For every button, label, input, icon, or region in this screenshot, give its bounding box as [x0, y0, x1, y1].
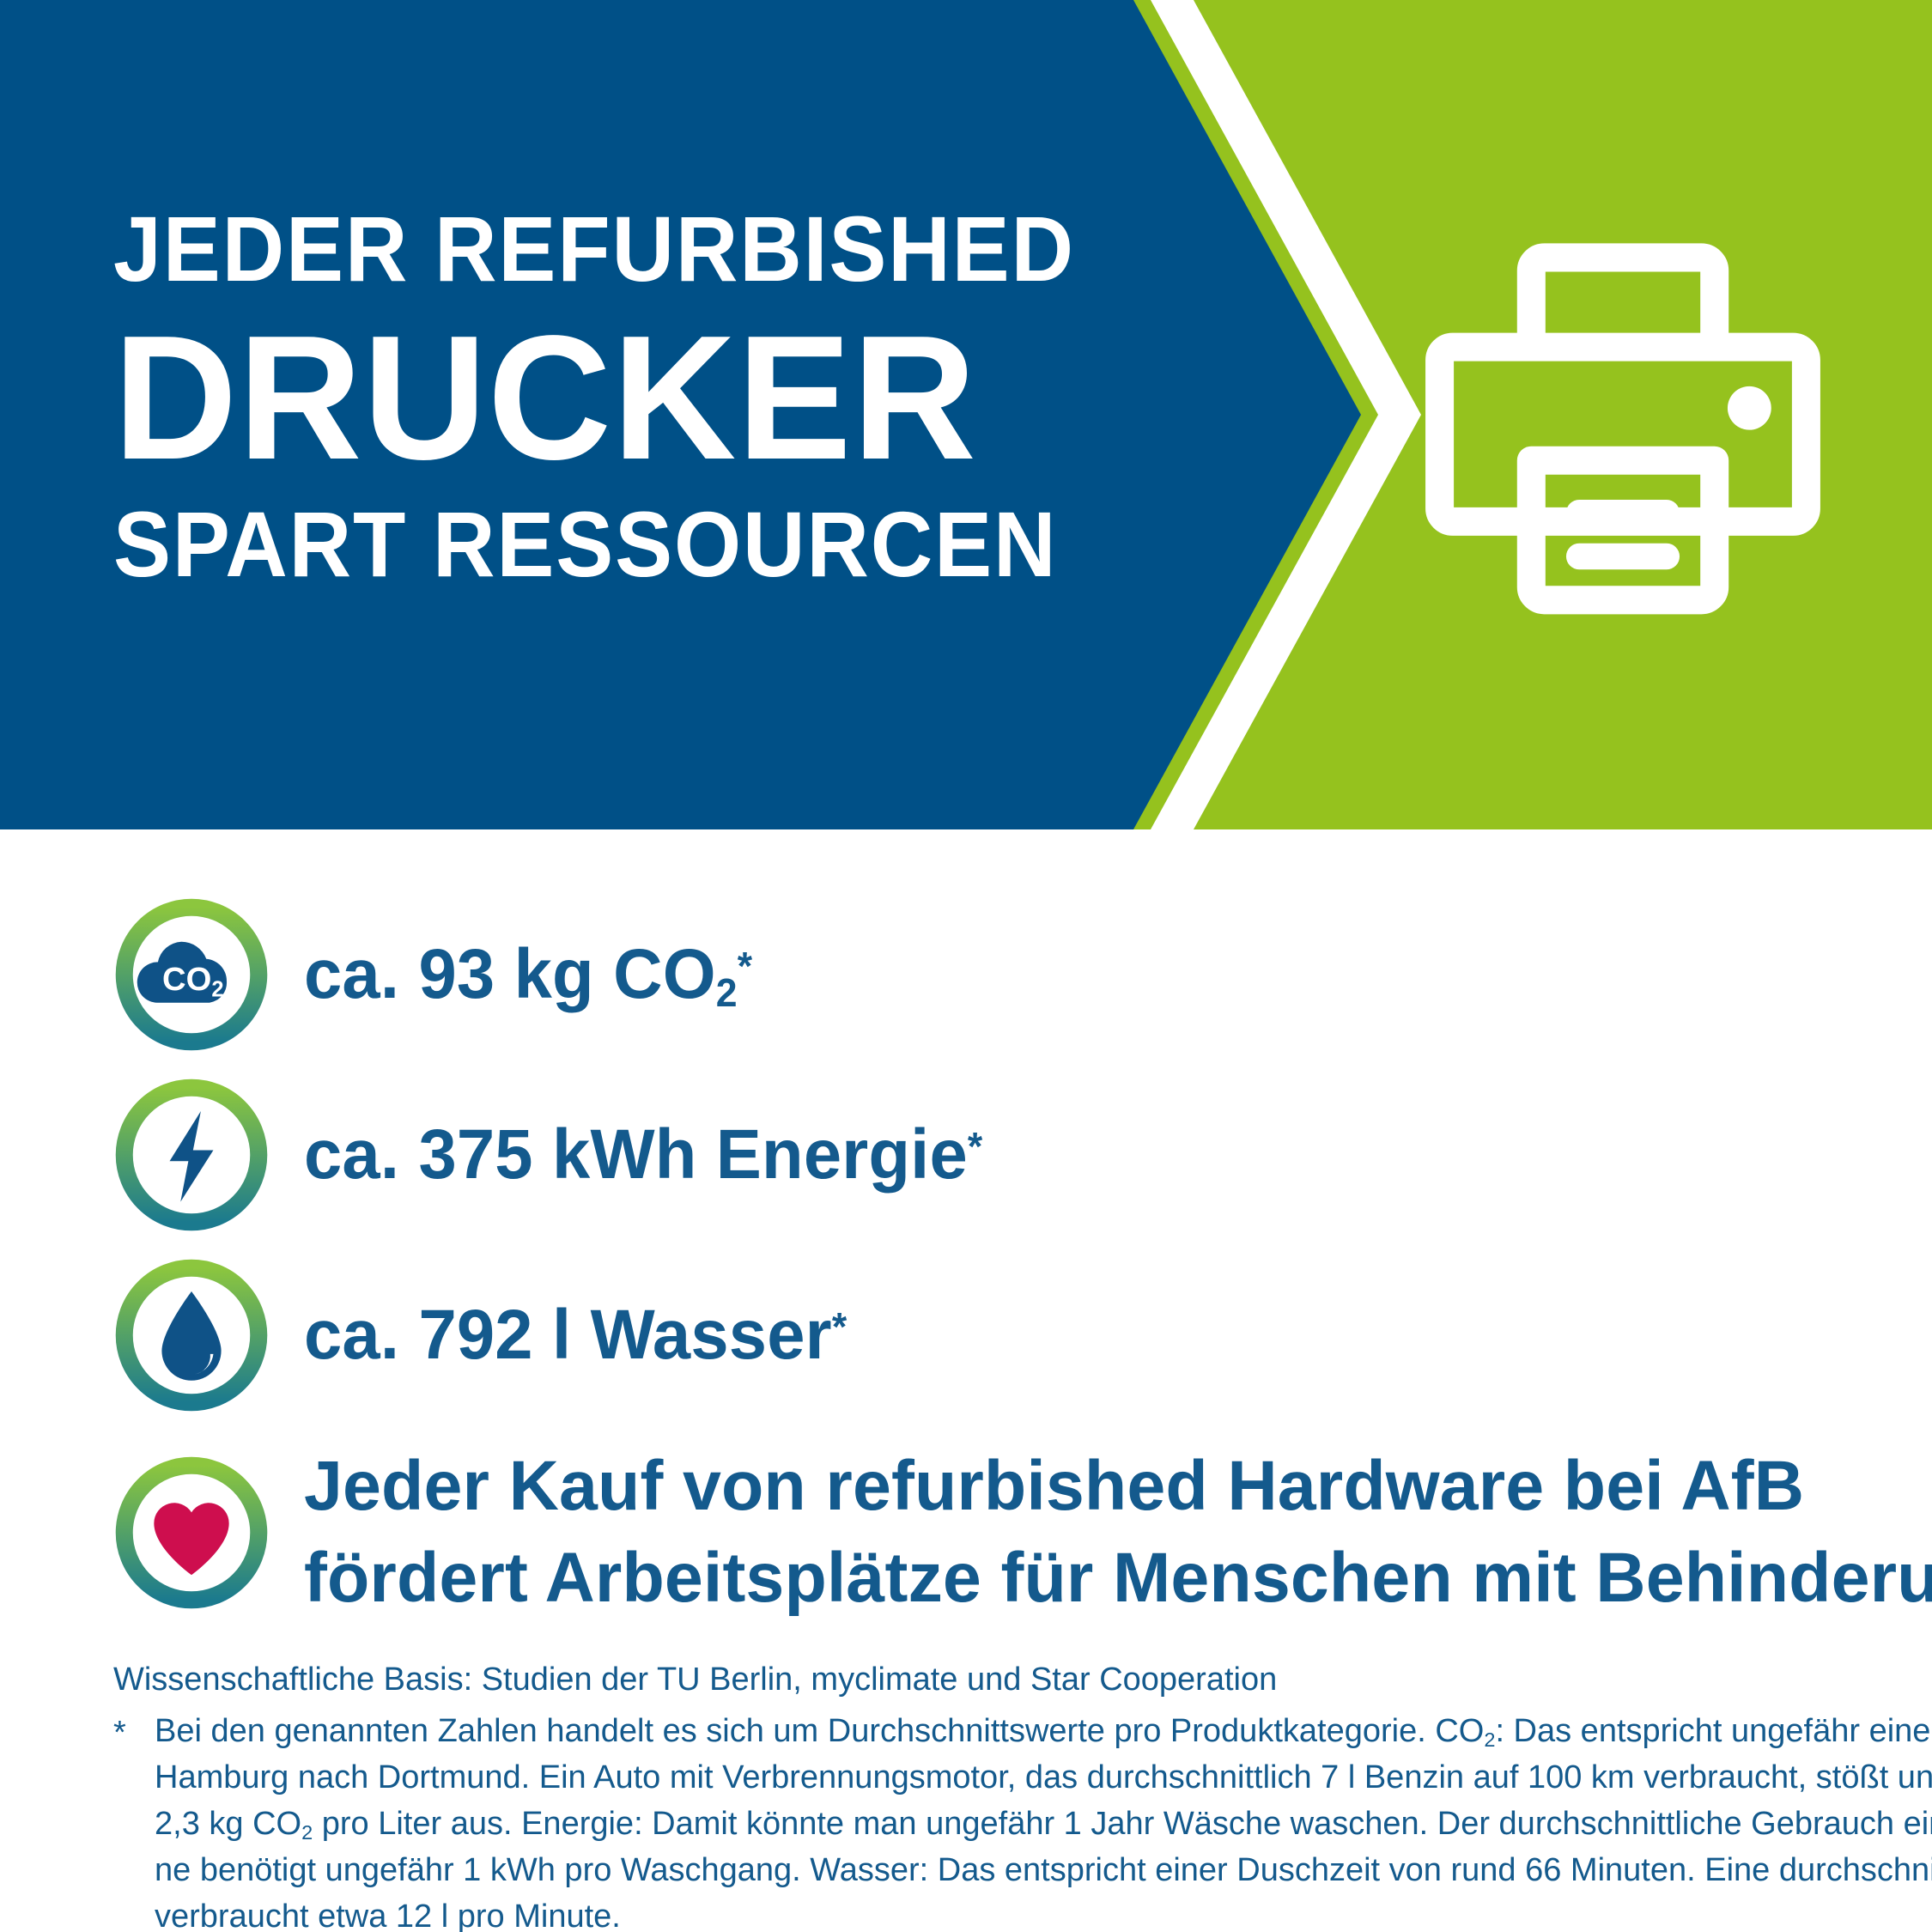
stat-label-water: ca. 792 l Wasser*: [304, 1300, 847, 1370]
footnote-line-3: 2,3 kg CO2 pro Liter aus. Energie: Damit…: [155, 1801, 1932, 1848]
co2-cloud-icon: CO2: [113, 896, 270, 1053]
stat-row-energy: ca. 375 kWh Energie*: [0, 1065, 1932, 1245]
headline-line-3: SPART RESSOURCEN: [113, 492, 1058, 596]
co2-badge-glyph: CO2: [115, 898, 268, 1051]
water-drop-icon: [113, 1257, 270, 1413]
printer-icon: [1400, 234, 1846, 637]
header-band: JEDER REFURBISHED DRUCKER SPART RESSOURC…: [0, 0, 1932, 829]
stats-list: CO2 ca. 93 kg CO2*: [0, 884, 1932, 1640]
drop-shape: [161, 1291, 222, 1381]
printer-icon-glyph: [1425, 243, 1820, 615]
stat-co2-prefix: ca. 93 kg CO: [304, 935, 716, 1013]
pledge-line-1: Jeder Kauf von refurbished Hardware bei …: [304, 1447, 1805, 1526]
paper-line-2: [1565, 543, 1680, 570]
footnote-line-1-sub: 2: [1484, 1728, 1496, 1752]
footnotes-block: Wissenschaftliche Basis: Studien der TU …: [113, 1657, 1932, 1932]
stat-energy-prefix: ca. 375 kWh Energie: [304, 1115, 968, 1194]
stat-row-co2: CO2 ca. 93 kg CO2*: [0, 884, 1932, 1065]
pledge-text: Jeder Kauf von refurbished Hardware bei …: [304, 1441, 1932, 1624]
footnote-star-block: * Bei den genannten Zahlen handelt es si…: [113, 1709, 1932, 1932]
drop-highlight: [194, 1353, 214, 1375]
headline-line-1: JEDER REFURBISHED: [113, 197, 1075, 301]
energy-badge-glyph: [115, 1078, 268, 1231]
pledge-line-2: fördert Arbeitsplätze für Menschen mit B…: [304, 1539, 1932, 1617]
footnote-line-1: Bei den genannten Zahlen handelt es sich…: [155, 1709, 1932, 1755]
stat-row-water: ca. 792 l Wasser*: [0, 1245, 1932, 1425]
footnote-line-3-sub: 2: [301, 1820, 313, 1844]
headline-line-2: DRUCKER: [113, 299, 977, 496]
bolt-shape: [169, 1111, 214, 1202]
footnote-star-marker: *: [113, 1714, 126, 1751]
lightning-bolt-icon: [113, 1077, 270, 1233]
heart-badge-glyph: [115, 1456, 268, 1609]
stat-co2-asterisk: *: [737, 944, 753, 989]
footnote-basis: Wissenschaftliche Basis: Studien der TU …: [113, 1662, 1278, 1698]
stat-label-energy: ca. 375 kWh Energie*: [304, 1120, 982, 1190]
stat-label-co2: ca. 93 kg CO2*: [304, 939, 753, 1013]
water-badge-glyph: [115, 1259, 268, 1412]
footnote-line-3b: pro Liter aus. Energie: Damit könnte man…: [321, 1805, 1932, 1842]
heart-icon: [113, 1455, 270, 1611]
blue-chevron-panel: [0, 0, 1361, 829]
footnote-line-3a: 2,3 kg CO: [155, 1805, 302, 1842]
printer-led-icon: [1727, 386, 1771, 430]
headline-stack: JEDER REFURBISHED DRUCKER SPART RESSOURC…: [113, 203, 1127, 591]
stat-water-asterisk: *: [831, 1304, 848, 1350]
paper-line-1: [1565, 499, 1680, 526]
footnote-line-4: ne benötigt ungefähr 1 kWh pro Waschgang…: [155, 1851, 1932, 1888]
header-shapes: [0, 0, 1932, 829]
footnote-line-1a: Bei den genannten Zahlen handelt es sich…: [155, 1712, 1485, 1749]
footnote-line-1b: : Das entspricht ungefähr einer Autofahr…: [1495, 1712, 1932, 1749]
cloud-shape: [137, 941, 228, 1003]
heart-shape: [154, 1503, 229, 1576]
stat-water-prefix: ca. 792 l Wasser: [304, 1296, 832, 1374]
stat-energy-asterisk: *: [967, 1124, 983, 1170]
stat-co2-sub: 2: [715, 970, 738, 1016]
stat-row-pledge: Jeder Kauf von refurbished Hardware bei …: [0, 1425, 1932, 1640]
footnote-line-2: Hamburg nach Dortmund. Ein Auto mit Verb…: [155, 1759, 1932, 1795]
footnote-line-5: verbraucht etwa 12 l pro Minute.: [155, 1898, 621, 1932]
